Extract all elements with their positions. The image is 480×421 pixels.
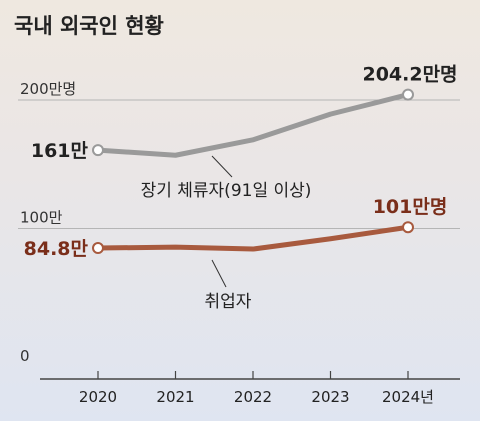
- series-leader-line: [211, 259, 227, 288]
- series-line: [95, 92, 411, 158]
- x-tick-label: 2022: [234, 388, 272, 406]
- start-data-label: 161만: [31, 140, 89, 162]
- start-point-marker: [92, 144, 104, 157]
- series-leader-line: [211, 155, 233, 178]
- start-data-label: 84.8만: [24, 238, 89, 260]
- y-tick-label: 100만: [20, 209, 63, 227]
- y-tick-label: 200만명: [20, 80, 76, 98]
- x-axis: 2020 2021 2022 2023 2024년: [40, 371, 460, 406]
- end-point-marker: [402, 88, 414, 101]
- series-line: [95, 224, 411, 252]
- end-data-label: 101만명: [373, 196, 448, 218]
- end-data-label: 204.2만명: [362, 64, 457, 86]
- x-tick-label: 2021: [156, 388, 194, 406]
- x-tick-label: 2023: [311, 388, 349, 406]
- x-tick-label: 2024년: [382, 388, 434, 406]
- end-point-marker: [402, 221, 414, 234]
- start-point-marker: [92, 242, 104, 255]
- chart-title: 국내 외국인 현황: [14, 14, 164, 38]
- y-tick-label: 0: [20, 347, 30, 365]
- x-tick-label: 2020: [79, 388, 117, 406]
- series-name-label: 취업자: [205, 292, 252, 312]
- series-name-label: 장기 체류자(91일 이상): [141, 181, 312, 201]
- gridlines: 200만명 100만 0: [18, 80, 460, 365]
